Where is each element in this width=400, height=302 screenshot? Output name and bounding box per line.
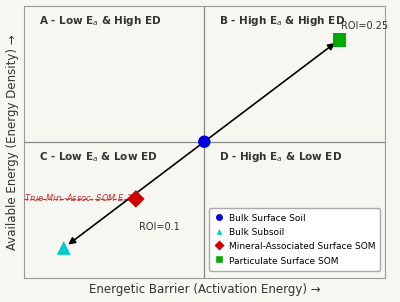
- X-axis label: Energetic Barrier (Activation Energy) →: Energetic Barrier (Activation Energy) →: [88, 284, 320, 297]
- Text: D - High E$_a$ & Low ED: D - High E$_a$ & Low ED: [219, 150, 342, 164]
- Point: [60, 246, 67, 250]
- Text: ROI=0.25: ROI=0.25: [341, 21, 388, 31]
- Text: C - Low E$_a$ & Low ED: C - Low E$_a$ & Low ED: [38, 150, 157, 164]
- Point: [133, 197, 139, 201]
- Text: B - High E$_a$ & High ED: B - High E$_a$ & High ED: [219, 14, 345, 28]
- Point: [336, 37, 343, 42]
- Y-axis label: Available Energy (Energy Density) →: Available Energy (Energy Density) →: [6, 34, 18, 249]
- Text: ROI=0.1: ROI=0.1: [140, 222, 180, 232]
- Text: A - Low E$_a$ & High ED: A - Low E$_a$ & High ED: [38, 14, 161, 28]
- Legend: Bulk Surface Soil, Bulk Subsoil, Mineral-Associated Surface SOM, Particulate Sur: Bulk Surface Soil, Bulk Subsoil, Mineral…: [209, 208, 380, 271]
- Point: [201, 139, 208, 144]
- Text: True Min.-Assoc. SOM E$_a$?–: True Min.-Assoc. SOM E$_a$?–: [24, 193, 137, 205]
